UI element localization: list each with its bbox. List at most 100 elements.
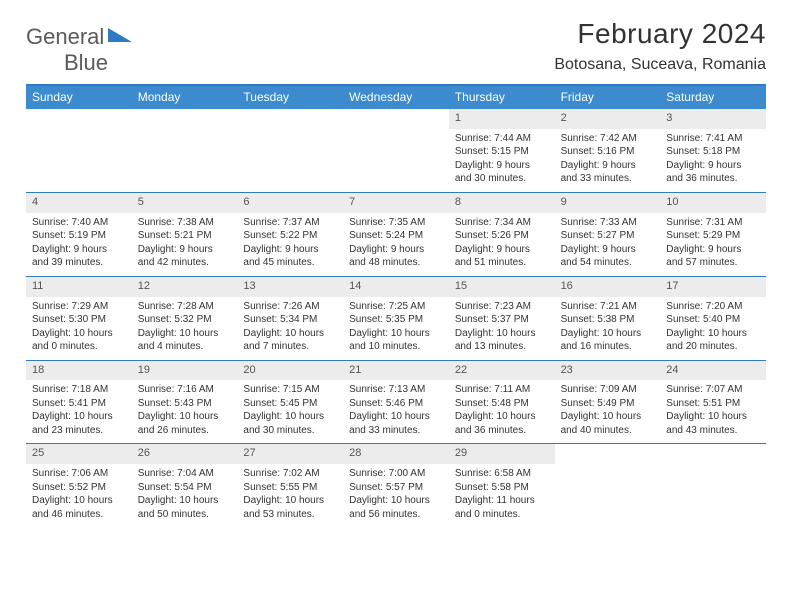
daylight-line: Daylight: 10 hours and 23 minutes. — [32, 410, 126, 437]
daylight-line: Daylight: 10 hours and 43 minutes. — [666, 410, 760, 437]
day-cell: 22Sunrise: 7:11 AMSunset: 5:48 PMDayligh… — [449, 361, 555, 444]
daylight-line: Daylight: 10 hours and 56 minutes. — [349, 494, 443, 521]
day-cell: 17Sunrise: 7:20 AMSunset: 5:40 PMDayligh… — [660, 277, 766, 360]
weeks: ....1Sunrise: 7:44 AMSunset: 5:15 PMDayl… — [26, 109, 766, 527]
day-body: Sunrise: 7:40 AMSunset: 5:19 PMDaylight:… — [26, 216, 132, 270]
week-row: 18Sunrise: 7:18 AMSunset: 5:41 PMDayligh… — [26, 360, 766, 444]
day-number: 9 — [555, 193, 661, 213]
day-body: Sunrise: 7:37 AMSunset: 5:22 PMDaylight:… — [237, 216, 343, 270]
sunset-line: Sunset: 5:19 PM — [32, 229, 126, 243]
day-number: 22 — [449, 361, 555, 381]
day-cell: 18Sunrise: 7:18 AMSunset: 5:41 PMDayligh… — [26, 361, 132, 444]
day-number: 7 — [343, 193, 449, 213]
sunrise-line: Sunrise: 7:40 AM — [32, 216, 126, 230]
day-cell: 12Sunrise: 7:28 AMSunset: 5:32 PMDayligh… — [132, 277, 238, 360]
sunset-line: Sunset: 5:54 PM — [138, 481, 232, 495]
day-cell-empty: . — [26, 109, 132, 192]
daylight-line: Daylight: 9 hours and 45 minutes. — [243, 243, 337, 270]
day-body: Sunrise: 7:18 AMSunset: 5:41 PMDaylight:… — [26, 383, 132, 437]
sunset-line: Sunset: 5:49 PM — [561, 397, 655, 411]
sunrise-line: Sunrise: 7:15 AM — [243, 383, 337, 397]
day-cell: 11 Sunrise: 7:29 AMSunset: 5:30 PMDayligh… — [26, 277, 132, 360]
sunrise-line: Sunrise: 6:58 AM — [455, 467, 549, 481]
day-number: 21 — [343, 361, 449, 381]
daylight-line: Daylight: 10 hours and 13 minutes. — [455, 327, 549, 354]
sunset-line: Sunset: 5:15 PM — [455, 145, 549, 159]
location: Botosana, Suceava, Romania — [554, 56, 766, 74]
day-number: 3 — [660, 109, 766, 129]
day-cell: 1Sunrise: 7:44 AMSunset: 5:15 PMDaylight… — [449, 109, 555, 192]
weekday-saturday: Saturday — [660, 86, 766, 109]
day-cell: 23Sunrise: 7:09 AMSunset: 5:49 PMDayligh… — [555, 361, 661, 444]
day-cell: 16Sunrise: 7:21 AMSunset: 5:38 PMDayligh… — [555, 277, 661, 360]
day-number: 27 — [237, 444, 343, 464]
day-number: 12 — [132, 277, 238, 297]
day-cell: 24Sunrise: 7:07 AMSunset: 5:51 PMDayligh… — [660, 361, 766, 444]
day-cell: 25Sunrise: 7:06 AMSunset: 5:52 PMDayligh… — [26, 444, 132, 527]
day-cell-empty: . — [660, 444, 766, 527]
sunrise-line: Sunrise: 7:13 AM — [349, 383, 443, 397]
daylight-line: Daylight: 10 hours and 10 minutes. — [349, 327, 443, 354]
day-body: Sunrise: 7:20 AMSunset: 5:40 PMDaylight:… — [660, 300, 766, 354]
day-number: 24 — [660, 361, 766, 381]
day-body: Sunrise: 7:29 AMSunset: 5:30 PMDaylight:… — [26, 300, 132, 354]
weekday-sunday: Sunday — [26, 86, 132, 109]
sunrise-line: Sunrise: 7:26 AM — [243, 300, 337, 314]
day-number: 26 — [132, 444, 238, 464]
sunrise-line: Sunrise: 7:16 AM — [138, 383, 232, 397]
sunrise-line: Sunrise: 7:38 AM — [138, 216, 232, 230]
daylight-line: Daylight: 10 hours and 36 minutes. — [455, 410, 549, 437]
sunset-line: Sunset: 5:51 PM — [666, 397, 760, 411]
day-body: Sunrise: 7:26 AMSunset: 5:34 PMDaylight:… — [237, 300, 343, 354]
sunrise-line: Sunrise: 7:29 AM — [32, 300, 126, 314]
sunset-line: Sunset: 5:52 PM — [32, 481, 126, 495]
day-body: Sunrise: 7:21 AMSunset: 5:38 PMDaylight:… — [555, 300, 661, 354]
day-cell: 2Sunrise: 7:42 AMSunset: 5:16 PMDaylight… — [555, 109, 661, 192]
weekday-wednesday: Wednesday — [343, 86, 449, 109]
day-number: 28 — [343, 444, 449, 464]
sunset-line: Sunset: 5:43 PM — [138, 397, 232, 411]
day-body: Sunrise: 7:09 AMSunset: 5:49 PMDaylight:… — [555, 383, 661, 437]
calendar: SundayMondayTuesdayWednesdayThursdayFrid… — [26, 84, 766, 527]
day-cell: 14Sunrise: 7:25 AMSunset: 5:35 PMDayligh… — [343, 277, 449, 360]
sunset-line: Sunset: 5:37 PM — [455, 313, 549, 327]
day-number: 18 — [26, 361, 132, 381]
sunrise-line: Sunrise: 7:21 AM — [561, 300, 655, 314]
daylight-line: Daylight: 9 hours and 48 minutes. — [349, 243, 443, 270]
weekday-friday: Friday — [555, 86, 661, 109]
sunset-line: Sunset: 5:46 PM — [349, 397, 443, 411]
weekday-thursday: Thursday — [449, 86, 555, 109]
day-body: Sunrise: 6:58 AMSunset: 5:58 PMDaylight:… — [449, 467, 555, 521]
sunrise-line: Sunrise: 7:33 AM — [561, 216, 655, 230]
sunset-line: Sunset: 5:27 PM — [561, 229, 655, 243]
day-cell: 8Sunrise: 7:34 AMSunset: 5:26 PMDaylight… — [449, 193, 555, 276]
header: General Blue February 2024 Botosana, Suc… — [26, 18, 766, 76]
day-body: Sunrise: 7:38 AMSunset: 5:21 PMDaylight:… — [132, 216, 238, 270]
day-number: 11 — [26, 277, 132, 297]
day-number: 13 — [237, 277, 343, 297]
daylight-line: Daylight: 10 hours and 26 minutes. — [138, 410, 232, 437]
sunrise-line: Sunrise: 7:04 AM — [138, 467, 232, 481]
day-body: Sunrise: 7:23 AMSunset: 5:37 PMDaylight:… — [449, 300, 555, 354]
daylight-line: Daylight: 10 hours and 16 minutes. — [561, 327, 655, 354]
sunset-line: Sunset: 5:45 PM — [243, 397, 337, 411]
day-body: Sunrise: 7:13 AMSunset: 5:46 PMDaylight:… — [343, 383, 449, 437]
day-number: 5 — [132, 193, 238, 213]
sunset-line: Sunset: 5:22 PM — [243, 229, 337, 243]
sunset-line: Sunset: 5:38 PM — [561, 313, 655, 327]
day-cell: 4 Sunrise: 7:40 AMSunset: 5:19 PMDaylight… — [26, 193, 132, 276]
logo-text-2: Blue — [64, 50, 108, 75]
sunset-line: Sunset: 5:34 PM — [243, 313, 337, 327]
day-body: Sunrise: 7:04 AMSunset: 5:54 PMDaylight:… — [132, 467, 238, 521]
day-cell: 7Sunrise: 7:35 AMSunset: 5:24 PMDaylight… — [343, 193, 449, 276]
sunrise-line: Sunrise: 7:34 AM — [455, 216, 549, 230]
day-body: Sunrise: 7:15 AMSunset: 5:45 PMDaylight:… — [237, 383, 343, 437]
day-body: Sunrise: 7:41 AMSunset: 5:18 PMDaylight:… — [660, 132, 766, 186]
day-number: 4 — [26, 193, 132, 213]
sunset-line: Sunset: 5:21 PM — [138, 229, 232, 243]
week-row: 11 Sunrise: 7:29 AMSunset: 5:30 PMDayligh… — [26, 276, 766, 360]
day-cell: 20Sunrise: 7:15 AMSunset: 5:45 PMDayligh… — [237, 361, 343, 444]
day-number: 19 — [132, 361, 238, 381]
day-cell: 19 Sunrise: 7:16 AMSunset: 5:43 PMDayligh… — [132, 361, 238, 444]
day-cell: 21Sunrise: 7:13 AMSunset: 5:46 PMDayligh… — [343, 361, 449, 444]
